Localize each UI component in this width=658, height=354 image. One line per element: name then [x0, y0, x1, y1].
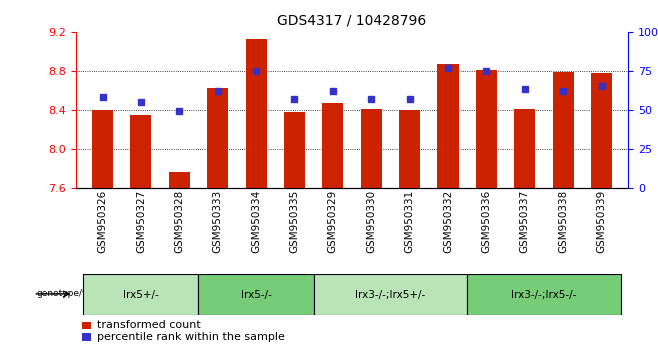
Bar: [245, 39, 266, 188]
Text: GSM950326: GSM950326: [97, 190, 107, 253]
Text: transformed count: transformed count: [97, 320, 201, 330]
Text: lrx5-/-: lrx5-/-: [241, 290, 272, 300]
Text: lrx3-/-;lrx5+/-: lrx3-/-;lrx5+/-: [355, 290, 426, 300]
Bar: [322, 103, 343, 188]
Bar: [361, 109, 382, 188]
Text: lrx3-/-;lrx5-/-: lrx3-/-;lrx5-/-: [511, 290, 576, 300]
Text: GSM950333: GSM950333: [213, 190, 222, 253]
Bar: [284, 112, 305, 188]
Text: GSM950338: GSM950338: [558, 190, 568, 253]
Bar: [514, 109, 536, 188]
Bar: [92, 110, 113, 188]
Bar: [82, 321, 91, 329]
Bar: [467, 274, 620, 315]
Text: GSM950337: GSM950337: [520, 190, 530, 253]
Bar: [82, 333, 91, 341]
Text: GSM950332: GSM950332: [443, 190, 453, 253]
Bar: [207, 88, 228, 188]
Text: GSM950334: GSM950334: [251, 190, 261, 253]
Text: GSM950328: GSM950328: [174, 190, 184, 253]
Text: GSM950329: GSM950329: [328, 190, 338, 253]
Text: genotype/variation: genotype/variation: [36, 289, 122, 298]
Text: GSM950330: GSM950330: [367, 190, 376, 253]
Bar: [168, 172, 190, 188]
Text: GSM950327: GSM950327: [136, 190, 146, 253]
Text: GSM950339: GSM950339: [597, 190, 607, 253]
Bar: [476, 70, 497, 188]
Text: GSM950331: GSM950331: [405, 190, 415, 253]
Title: GDS4317 / 10428796: GDS4317 / 10428796: [278, 14, 426, 28]
Bar: [438, 64, 459, 188]
Bar: [314, 274, 467, 315]
Bar: [553, 72, 574, 188]
Bar: [591, 73, 612, 188]
Text: GSM950336: GSM950336: [482, 190, 492, 253]
Bar: [399, 110, 420, 188]
Text: percentile rank within the sample: percentile rank within the sample: [97, 332, 285, 342]
Bar: [130, 115, 151, 188]
Bar: [84, 274, 199, 315]
Bar: [199, 274, 314, 315]
Text: GSM950335: GSM950335: [290, 190, 299, 253]
Text: lrx5+/-: lrx5+/-: [123, 290, 159, 300]
